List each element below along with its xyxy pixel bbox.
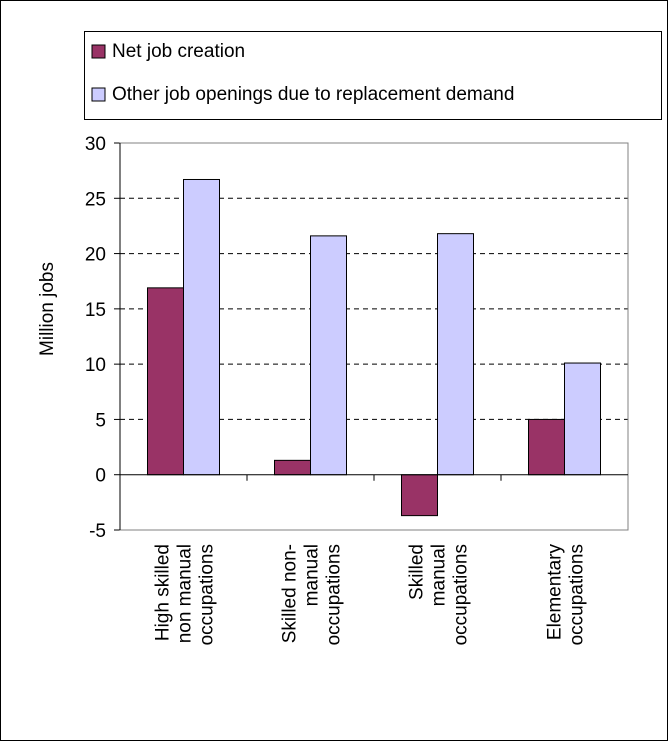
y-tick-label: 15 bbox=[85, 300, 106, 321]
x-category-label-line: High skilled bbox=[153, 544, 174, 641]
y-tick-label: -5 bbox=[89, 521, 106, 542]
bar-replacement-demand bbox=[564, 362, 601, 476]
bar-replacement-demand bbox=[310, 235, 347, 476]
x-category-label-line: Skilled bbox=[407, 544, 428, 600]
legend-label-replacement-demand: Other job openings due to replacement de… bbox=[112, 84, 514, 105]
bar-net-job-creation bbox=[401, 474, 438, 517]
x-category-label-line: manual bbox=[302, 544, 323, 606]
x-category-label-line: manual bbox=[429, 544, 450, 606]
legend-box bbox=[84, 31, 662, 120]
x-category-label-line: occupations bbox=[567, 544, 588, 645]
legend-swatch-net-job-creation bbox=[91, 44, 106, 59]
legend-swatch-replacement-demand bbox=[91, 87, 106, 102]
bar-net-job-creation bbox=[274, 459, 311, 476]
bar-replacement-demand bbox=[183, 178, 220, 476]
y-tick-label: 10 bbox=[85, 355, 106, 376]
x-category-label-line: Skilled non- bbox=[280, 544, 301, 643]
legend: Net job creation Other job openings due … bbox=[84, 31, 662, 120]
bar-net-job-creation bbox=[528, 418, 565, 476]
x-category-labels: High skilled non manual occupations Skilled… bbox=[153, 544, 588, 646]
axes bbox=[114, 142, 629, 531]
bars bbox=[147, 178, 601, 517]
bar-net-job-creation bbox=[147, 287, 184, 476]
y-tick-label: 25 bbox=[85, 189, 106, 210]
legend-label-net-job-creation: Net job creation bbox=[112, 41, 245, 62]
bar-replacement-demand bbox=[437, 233, 474, 476]
x-category-label-line: non manual bbox=[175, 544, 196, 643]
y-axis-label: Million jobs bbox=[37, 262, 58, 356]
x-category-label-line: occupations bbox=[451, 544, 472, 645]
y-tick-label: 0 bbox=[95, 466, 106, 487]
y-tick-label: 30 bbox=[85, 134, 106, 155]
y-tick-labels: -5 0 5 10 15 20 25 30 bbox=[85, 134, 106, 542]
x-category-label-line: Elementary bbox=[545, 544, 566, 641]
x-category-label-line: occupations bbox=[324, 544, 345, 645]
x-category-label-line: occupations bbox=[197, 544, 218, 645]
y-tick-label: 5 bbox=[95, 410, 106, 431]
y-tick-label: 20 bbox=[85, 245, 106, 266]
